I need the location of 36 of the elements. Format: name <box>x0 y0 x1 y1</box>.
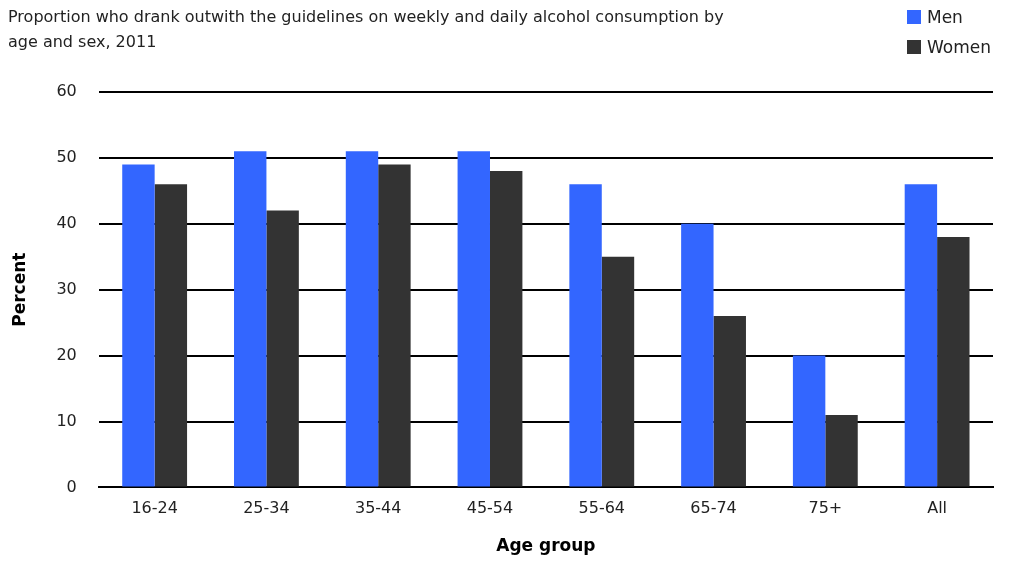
bar <box>713 316 746 487</box>
y-tick-label: 60 <box>56 81 77 101</box>
bar <box>122 164 155 487</box>
legend-label: Men <box>926 7 963 27</box>
y-axis-title: Percent <box>8 252 29 327</box>
x-tick-label: 25-34 <box>243 498 290 518</box>
bar <box>681 223 714 487</box>
y-tick-label: 30 <box>56 278 77 298</box>
bar <box>378 164 411 487</box>
bar <box>457 151 490 487</box>
x-tick-label: 65-74 <box>690 498 737 518</box>
bar <box>937 236 970 487</box>
x-tick-label: 45-54 <box>466 498 514 518</box>
bar <box>234 151 267 487</box>
y-tick-label: 20 <box>56 344 77 364</box>
x-tick-label: 16-24 <box>131 498 178 518</box>
x-axis-title: Age group <box>496 535 596 556</box>
bar <box>904 184 938 487</box>
bar <box>601 256 635 487</box>
y-tick-label: 50 <box>56 147 77 167</box>
x-tick-label: 35-44 <box>354 498 402 518</box>
x-tick-label: All <box>927 498 948 518</box>
y-tick-label: 40 <box>56 212 77 232</box>
chart-title: Proportion who drank outwith the guidelines on weekly and daily alcohol consumption by age and sex, 2011 <box>8 6 725 53</box>
y-tick-label: 10 <box>56 410 77 430</box>
bar <box>345 151 379 487</box>
x-tick-label: 55-64 <box>578 498 626 518</box>
bar <box>569 184 602 487</box>
y-tick-label: 0 <box>66 476 77 496</box>
bar <box>154 184 188 487</box>
bar <box>266 210 299 487</box>
legend-label: Women <box>926 37 991 57</box>
bar <box>489 171 523 487</box>
bar <box>792 355 826 487</box>
bar <box>825 414 858 487</box>
x-tick-label: 75+ <box>808 498 843 518</box>
